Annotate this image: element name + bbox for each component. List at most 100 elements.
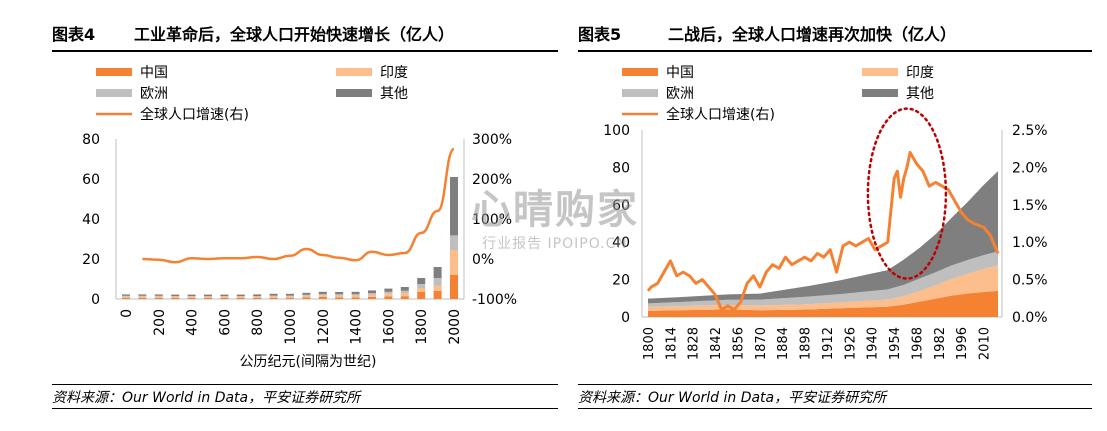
highlight-ellipse — [866, 107, 948, 280]
x-tick: 1856 — [731, 327, 746, 360]
x-tick: 1940 — [866, 327, 881, 360]
title-rule — [578, 50, 1092, 52]
x-tick: 1954 — [888, 327, 903, 360]
figure-5-title-text: 二战后，全球人口增速再次加快（亿人） — [668, 25, 957, 44]
legend-swatch-2 — [96, 89, 132, 97]
bar-segment-欧洲 — [433, 278, 442, 286]
figure-4-label: 图表4 — [52, 25, 96, 44]
bar-segment-其他 — [154, 294, 163, 296]
bar-segment-其他 — [433, 267, 442, 278]
bar-segment-中国 — [253, 298, 262, 299]
x-tick: 1400 — [349, 309, 365, 345]
figure-5-panel: 图表5 二战后，全球人口增速再次加快（亿人） 中国 印度 欧洲 其他 全球人口增速(右)… — [578, 0, 1092, 431]
area-欧洲 — [648, 251, 998, 307]
bar-segment-欧洲 — [351, 294, 360, 296]
bar-segment-中国 — [204, 298, 212, 299]
bar-segment-中国 — [351, 297, 360, 299]
figure-5-title: 图表5 二战后，全球人口增速再次加快（亿人） — [578, 22, 1092, 48]
bar-segment-欧洲 — [122, 295, 130, 297]
y-right-tick: 0% — [472, 252, 494, 268]
area-中国 — [648, 290, 998, 317]
figure-5-source: 资料来源：Our World in Data，平安证券研究所 — [578, 390, 887, 406]
legend-swatch-3 — [336, 89, 372, 97]
x-tick: 1828 — [687, 327, 702, 360]
x-axis-title: 公历纪元(间隔为世纪) — [240, 354, 377, 370]
bar-segment-印度 — [204, 296, 212, 298]
legend-swatch-3 — [862, 89, 898, 97]
bar-segment-欧洲 — [204, 296, 212, 297]
bar-segment-中国 — [138, 297, 147, 299]
x-tick: 1898 — [799, 327, 814, 360]
bar-segment-其他 — [122, 294, 130, 296]
x-tick: 600 — [217, 309, 233, 336]
figure-4-title-text: 工业革命后，全球人口开始快速增长（亿人） — [134, 25, 455, 44]
bar-segment-中国 — [220, 298, 229, 299]
growth-line — [142, 147, 456, 264]
y-right-tick: 1.0% — [1012, 235, 1048, 251]
bar-segment-印度 — [450, 250, 458, 275]
bar-segment-其他 — [318, 291, 327, 294]
bar-segment-其他 — [236, 294, 245, 296]
legend-label-3: 其他 — [906, 86, 934, 102]
bar-segment-中国 — [154, 297, 163, 299]
bar-segment-印度 — [318, 295, 327, 297]
x-tick: 1968 — [910, 327, 925, 360]
legend-swatch-0 — [622, 68, 658, 76]
bar-segment-其他 — [384, 288, 393, 292]
bar-segment-中国 — [122, 297, 130, 299]
y-left-tick: 60 — [612, 198, 630, 214]
bar-segment-其他 — [187, 294, 196, 296]
x-tick: 1814 — [664, 327, 679, 360]
y-left-tick: 40 — [82, 212, 100, 228]
bar-segment-其他 — [269, 293, 278, 296]
bar-segment-欧洲 — [236, 296, 245, 297]
x-tick: 1912 — [821, 327, 836, 360]
bar-segment-欧洲 — [335, 294, 344, 296]
growth-line — [646, 150, 1000, 312]
bar-segment-其他 — [302, 292, 311, 295]
y-right-tick: 2.0% — [1012, 160, 1048, 176]
bar-segment-其他 — [417, 278, 426, 284]
y-left-tick: 40 — [612, 235, 630, 251]
bar-segment-中国 — [171, 298, 180, 299]
x-tick: 1800 — [414, 309, 430, 345]
bar-segment-其他 — [368, 290, 376, 294]
legend-label-0: 中国 — [666, 65, 694, 81]
bar-segment-中国 — [450, 275, 458, 299]
bar-segment-印度 — [154, 296, 163, 298]
legend-label-2: 欧洲 — [140, 86, 168, 102]
bar-segment-欧洲 — [138, 295, 147, 297]
bar-segment-中国 — [187, 298, 196, 299]
legend-label-1: 印度 — [906, 65, 934, 81]
bar-segment-其他 — [253, 294, 262, 296]
bar-segment-印度 — [335, 295, 344, 298]
x-tick: 200 — [152, 309, 168, 336]
y-right-tick: 0.5% — [1012, 273, 1048, 289]
bar-segment-欧洲 — [302, 294, 311, 296]
bar-segment-中国 — [433, 291, 442, 299]
figure-4-panel: 图表4 工业革命后，全球人口开始快速增长（亿人） 中国 印度 欧洲 其他 全球人口增速(… — [52, 0, 558, 431]
bar-segment-欧洲 — [220, 296, 229, 297]
bar-segment-其他 — [204, 294, 212, 296]
bar-segment-印度 — [400, 293, 409, 297]
bar-segment-中国 — [368, 297, 376, 299]
y-left-tick: 20 — [82, 252, 100, 268]
bar-segment-印度 — [171, 296, 180, 298]
x-tick: 1926 — [843, 327, 858, 360]
bar-segment-印度 — [220, 296, 229, 298]
legend-label-4: 全球人口增速(右) — [666, 106, 775, 123]
bar-segment-中国 — [318, 297, 327, 299]
x-tick: 800 — [250, 309, 266, 336]
bar-segment-其他 — [400, 287, 409, 291]
legend-swatch-1 — [862, 68, 898, 76]
x-tick: 400 — [185, 309, 201, 336]
bar-segment-欧洲 — [318, 294, 327, 296]
x-tick: 2010 — [978, 327, 993, 360]
bar-segment-欧洲 — [171, 296, 180, 297]
x-tick: 1996 — [955, 327, 970, 360]
source-rule-bottom — [578, 408, 1092, 409]
y-left-tick: 80 — [82, 132, 100, 148]
y-left-tick: 100 — [603, 123, 630, 139]
bar-segment-印度 — [286, 296, 294, 298]
